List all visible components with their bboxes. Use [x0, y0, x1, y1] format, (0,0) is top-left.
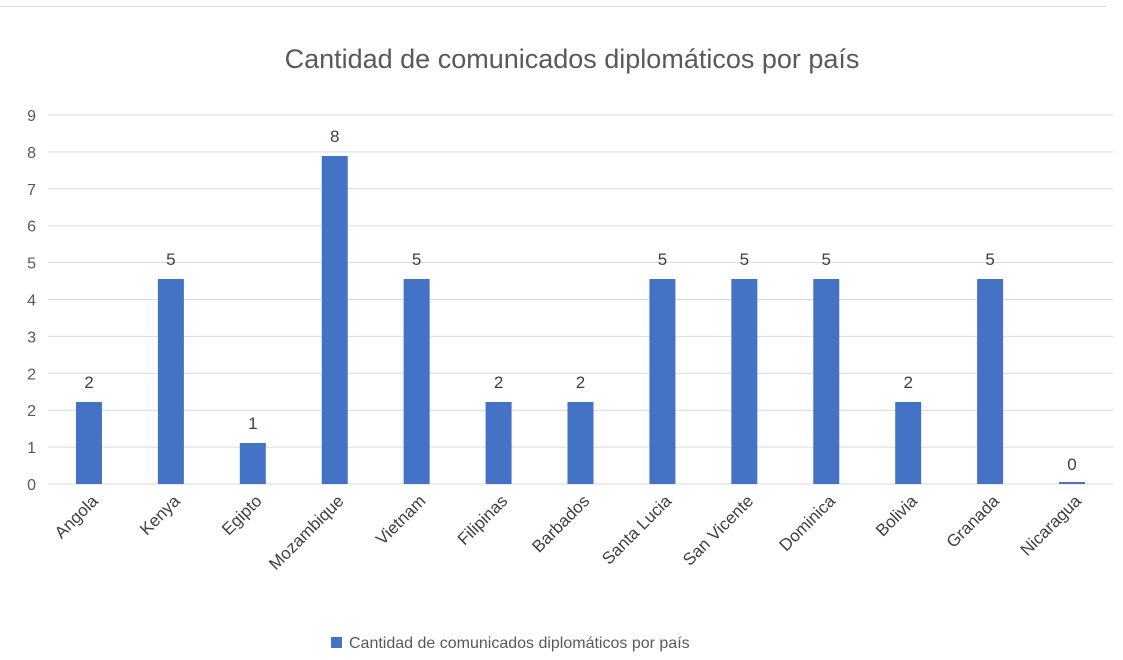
bar	[731, 279, 758, 484]
data-label: 1	[248, 414, 257, 433]
bar	[403, 279, 430, 484]
y-axis-tick-labels: 0 1 2 2 3 4 5 6 7 8 9	[27, 108, 36, 494]
data-labels: 2 5 1 8 5 2 2 5 5 5 2 5 0	[84, 127, 1077, 474]
x-tick-label: Santa Lucia	[598, 491, 675, 568]
data-label: 5	[985, 250, 994, 269]
y-tick-label: 5	[27, 256, 36, 273]
x-tick-label: Vietnam	[372, 491, 429, 548]
legend: Cantidad de comunicados diplomáticos por…	[331, 635, 690, 652]
y-tick-label: 8	[27, 145, 36, 162]
x-tick-label: Filipinas	[454, 491, 512, 549]
gridlines	[48, 114, 1113, 485]
data-label: 2	[576, 373, 585, 392]
y-tick-label: 2	[27, 403, 36, 420]
bar	[1059, 482, 1086, 484]
data-label: 5	[412, 250, 421, 269]
bar	[75, 402, 102, 484]
data-label: 5	[822, 250, 831, 269]
data-label: 2	[903, 373, 912, 392]
x-tick-label: Egipto	[218, 491, 266, 539]
y-tick-label: 0	[27, 477, 36, 494]
data-label: 2	[494, 373, 503, 392]
y-tick-label: 7	[27, 182, 36, 199]
bars	[75, 156, 1086, 484]
legend-label: Cantidad de comunicados diplomáticos por…	[349, 635, 690, 652]
top-border-line	[0, 6, 1106, 7]
x-tick-label: Kenya	[136, 491, 184, 539]
x-tick-label: Mozambique	[265, 491, 347, 573]
bar	[895, 402, 922, 484]
legend-swatch	[331, 637, 342, 648]
data-label: 5	[658, 250, 667, 269]
bar	[649, 279, 676, 484]
bar	[239, 443, 266, 484]
bar	[485, 402, 512, 484]
x-tick-label: Angola	[51, 491, 102, 542]
y-tick-label: 4	[27, 293, 36, 310]
chart-title: Cantidad de comunicados diplomáticos por…	[285, 44, 860, 74]
bar	[977, 279, 1004, 484]
y-tick-label: 2	[27, 366, 36, 383]
x-tick-label: San Vicente	[679, 491, 757, 569]
bar	[813, 279, 840, 484]
x-tick-label: Dominica	[776, 491, 840, 555]
bar	[157, 279, 184, 484]
bar	[321, 156, 348, 484]
y-tick-label: 9	[27, 108, 36, 125]
x-tick-label: Granada	[943, 491, 1004, 552]
bar	[567, 402, 594, 484]
x-tick-label: Barbados	[528, 491, 593, 556]
data-label: 0	[1067, 455, 1076, 474]
data-label: 5	[166, 250, 175, 269]
x-axis-category-labels: Angola Kenya Egipto Mozambique Vietnam Filipi…	[51, 491, 1085, 574]
data-label: 5	[740, 250, 749, 269]
y-tick-label: 6	[27, 219, 36, 236]
data-label: 2	[84, 373, 93, 392]
y-tick-label: 1	[27, 440, 36, 457]
x-tick-label: Bolivia	[872, 491, 921, 540]
x-tick-label: Nicaragua	[1017, 491, 1086, 560]
y-tick-label: 3	[27, 329, 36, 346]
data-label: 8	[330, 127, 339, 146]
